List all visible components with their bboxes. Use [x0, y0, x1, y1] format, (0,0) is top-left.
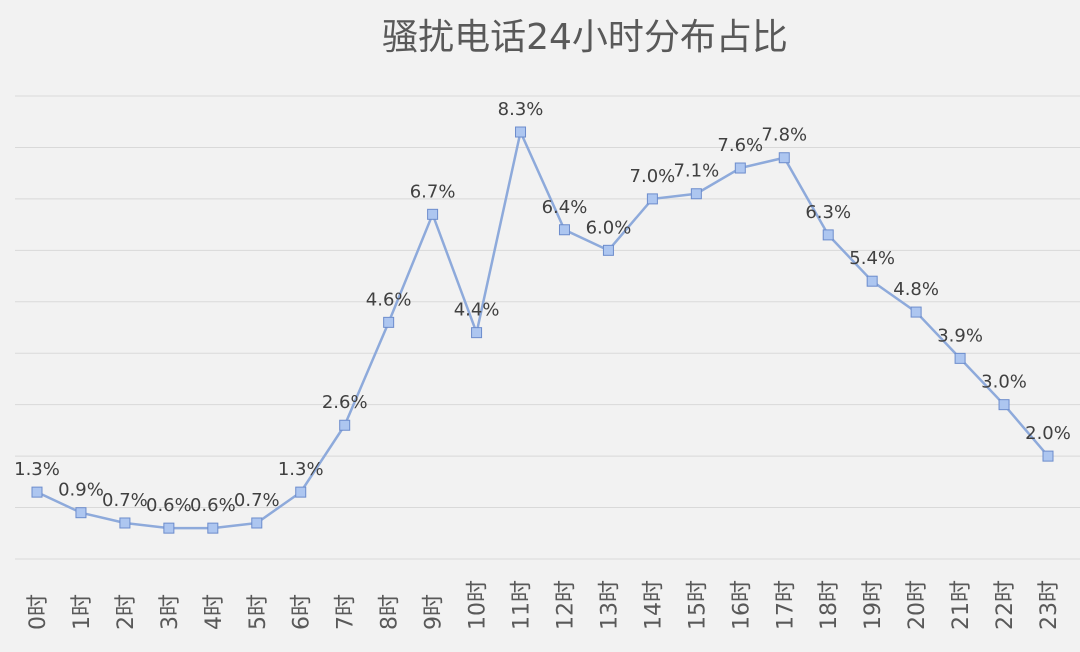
x-tick-label: 22时 — [993, 580, 1018, 630]
data-label: 7.6% — [717, 135, 763, 156]
x-tick-label: 14时 — [641, 580, 666, 630]
data-point — [163, 522, 175, 534]
data-label: 6.3% — [805, 202, 851, 223]
data-point — [207, 522, 219, 534]
x-tick-label: 12时 — [553, 580, 578, 630]
x-tick-label: 18时 — [817, 580, 842, 630]
data-label: 0.9% — [58, 480, 104, 501]
data-point — [866, 275, 878, 287]
data-label: 7.1% — [673, 161, 719, 182]
data-label: 3.0% — [981, 372, 1027, 393]
data-point — [339, 419, 351, 431]
data-point — [471, 327, 483, 339]
data-point — [646, 193, 658, 205]
data-label: 6.7% — [410, 181, 456, 202]
data-point — [383, 316, 395, 328]
x-tick-label: 21时 — [949, 580, 974, 630]
x-tick-label: 19时 — [861, 580, 886, 630]
x-tick-label: 16时 — [729, 580, 754, 630]
data-point — [822, 229, 834, 241]
data-label: 4.8% — [893, 279, 939, 300]
data-label: 7.8% — [761, 125, 807, 146]
data-point — [251, 517, 263, 529]
data-point — [998, 399, 1010, 411]
data-label: 3.9% — [937, 325, 983, 346]
data-point — [295, 486, 307, 498]
data-point — [75, 507, 87, 519]
data-label: 7.0% — [630, 166, 676, 187]
data-label: 5.4% — [849, 248, 895, 269]
x-tick-label: 8时 — [378, 594, 403, 630]
data-label: 2.0% — [1025, 423, 1071, 444]
data-point — [910, 306, 922, 318]
data-label: 0.7% — [234, 490, 280, 511]
data-label: 0.6% — [190, 495, 236, 516]
x-tick-label: 17时 — [773, 580, 798, 630]
x-tick-label: 10时 — [466, 580, 491, 630]
x-tick-label: 6时 — [290, 594, 315, 630]
data-point — [1042, 450, 1054, 462]
data-label: 0.7% — [102, 490, 148, 511]
x-tick-label: 7时 — [334, 594, 359, 630]
x-tick-label: 15时 — [685, 580, 710, 630]
data-label: 2.6% — [322, 392, 368, 413]
data-point — [690, 188, 702, 200]
data-point — [31, 486, 43, 498]
data-label: 4.6% — [366, 289, 412, 310]
data-label: 6.4% — [542, 197, 588, 218]
x-tick-label: 0时 — [26, 594, 51, 630]
data-point — [734, 162, 746, 174]
data-point — [119, 517, 131, 529]
x-tick-label: 9时 — [422, 594, 447, 630]
x-tick-label: 3时 — [158, 594, 183, 630]
x-tick-label: 23时 — [1037, 580, 1062, 630]
x-tick-label: 2时 — [114, 594, 139, 630]
data-point — [558, 224, 570, 236]
x-tick-label: 20时 — [905, 580, 930, 630]
series-line — [36, 128, 1049, 530]
data-label: 1.3% — [14, 459, 60, 480]
data-point — [778, 152, 790, 164]
x-tick-label: 11时 — [510, 580, 535, 630]
data-label: 0.6% — [146, 495, 192, 516]
data-point — [602, 244, 614, 256]
data-point — [427, 208, 439, 220]
chart-title: 骚扰电话24小时分布占比 — [382, 17, 788, 58]
x-tick-label: 4时 — [202, 594, 227, 630]
data-label: 4.4% — [454, 300, 500, 321]
data-point — [515, 126, 527, 138]
data-label: 8.3% — [498, 99, 544, 120]
x-tick-label: 13时 — [597, 580, 622, 630]
data-label: 1.3% — [278, 459, 324, 480]
data-label: 6.0% — [586, 217, 632, 238]
x-tick-label: 5时 — [246, 594, 271, 630]
x-tick-label: 1时 — [70, 594, 95, 630]
data-point — [954, 352, 966, 364]
